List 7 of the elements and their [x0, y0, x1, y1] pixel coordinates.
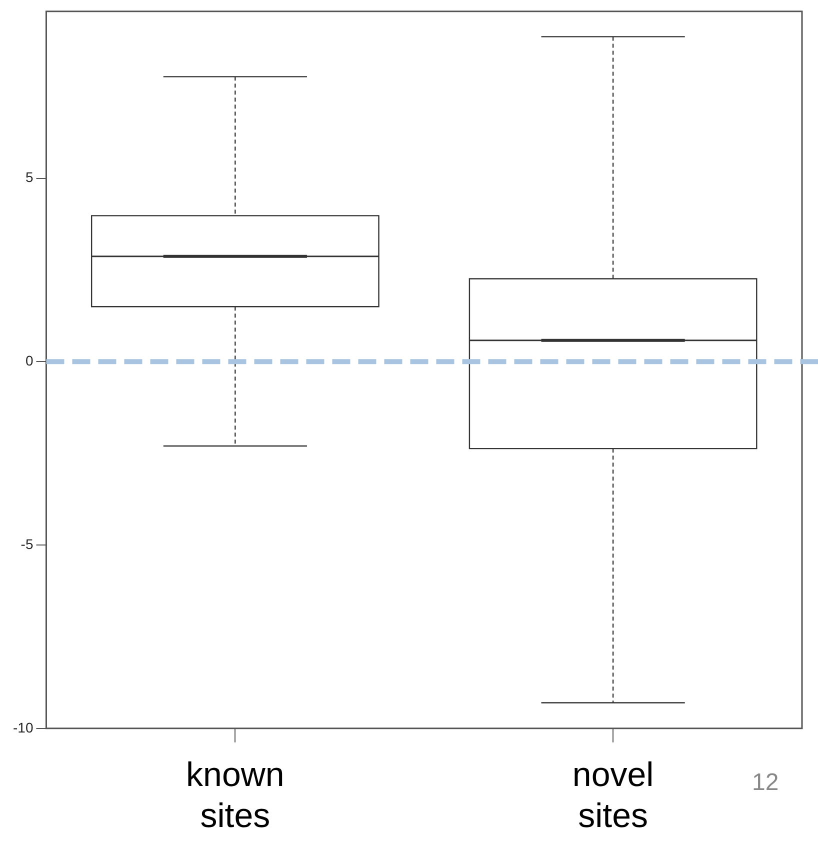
y-tick-label: 5: [25, 169, 34, 186]
text: 12: [752, 769, 779, 796]
y-tick-label: -5: [20, 536, 34, 552]
y-tick-label: -10: [13, 719, 34, 736]
y-tick-label: 0: [25, 352, 34, 369]
x-tick-label: novel sites: [572, 756, 654, 835]
x-tick-label: known sites: [186, 756, 284, 835]
